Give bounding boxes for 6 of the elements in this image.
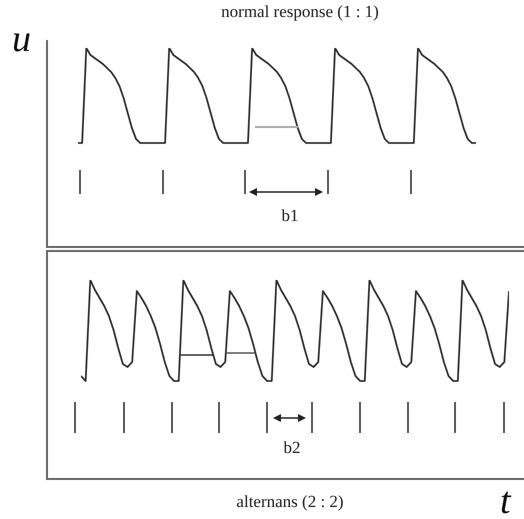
annotation: b2: [282, 438, 302, 458]
y-axis-title: u: [12, 18, 31, 60]
x-axis-title: t: [500, 480, 511, 519]
text: alternans (2 : 2): [235, 492, 345, 512]
chart-title: normal response (1 : 1): [220, 2, 380, 22]
annotation: b1: [280, 206, 300, 226]
